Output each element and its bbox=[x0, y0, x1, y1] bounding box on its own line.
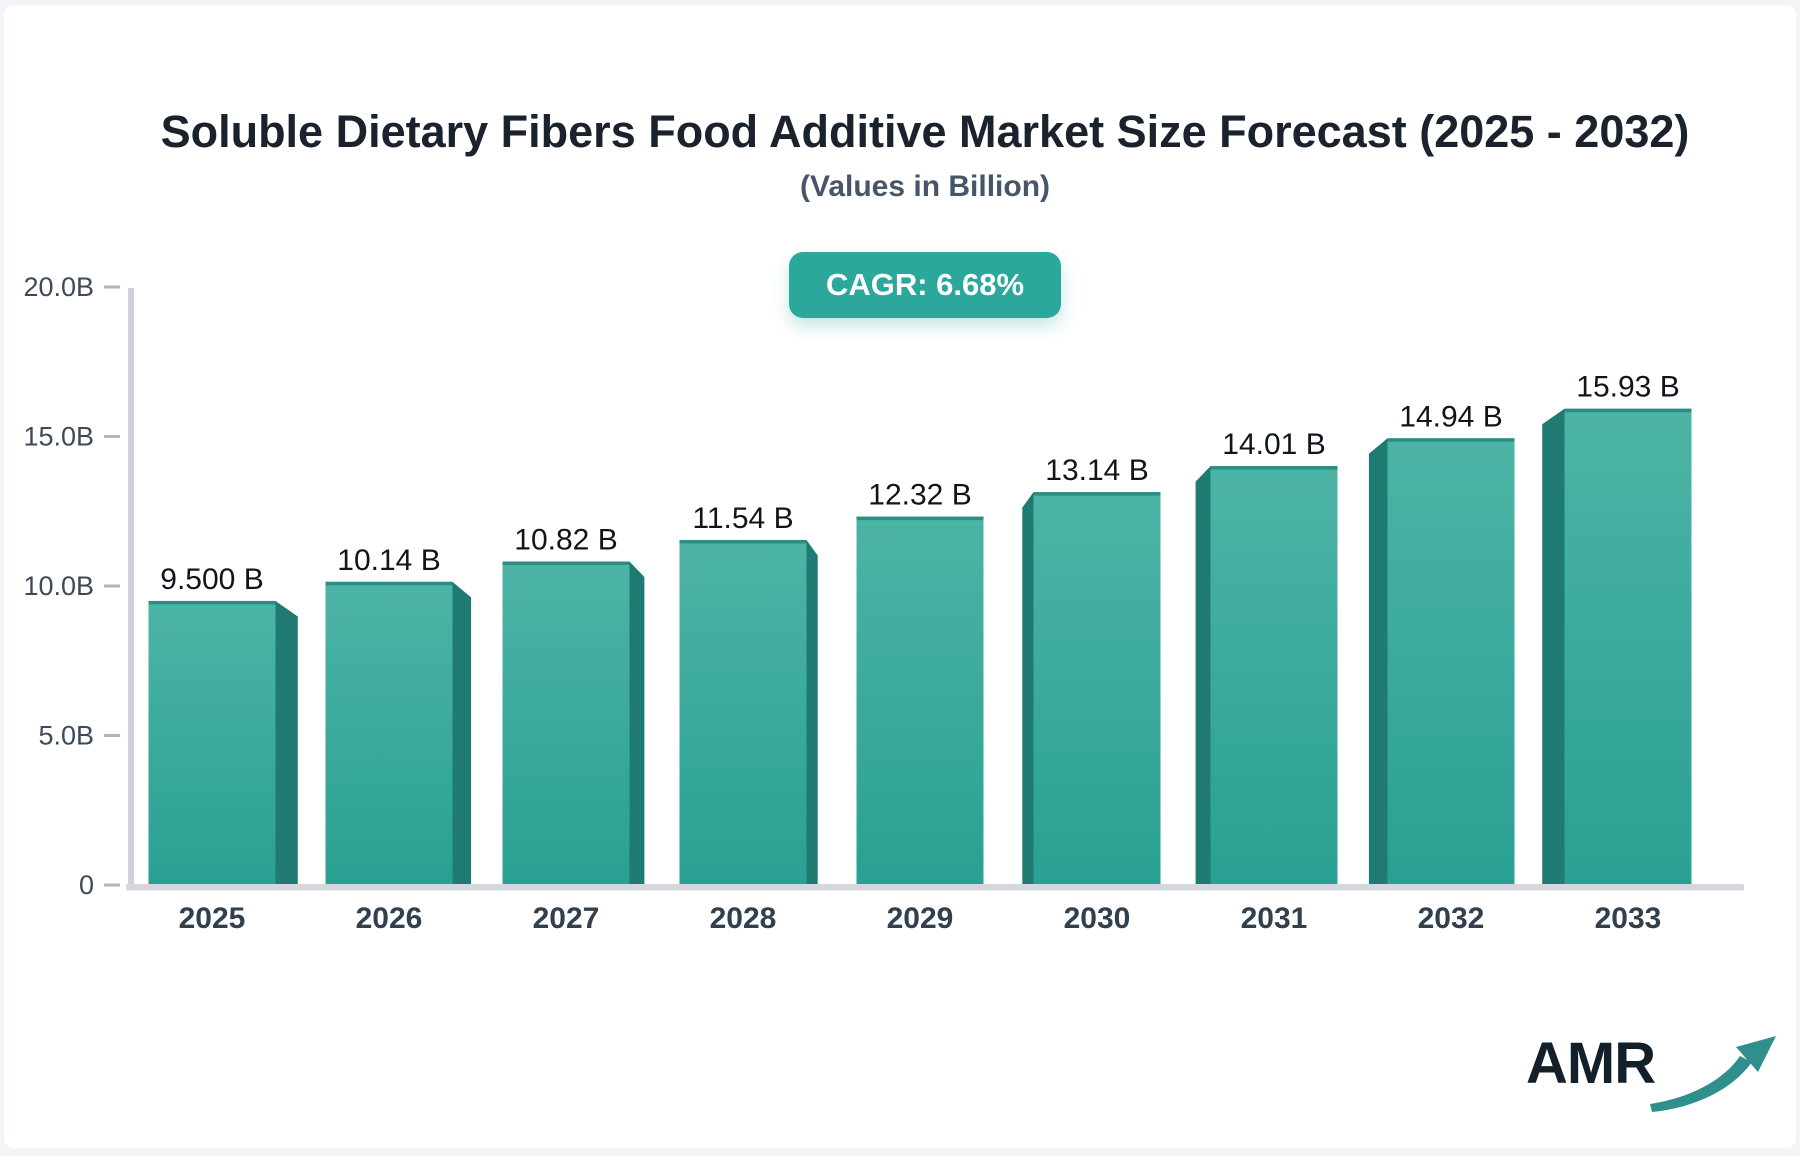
bar-value-label: 10.14 B bbox=[337, 544, 440, 577]
bar-side-face bbox=[1368, 438, 1388, 885]
bar-2032[interactable] bbox=[1368, 438, 1515, 886]
x-axis-label: 2030 bbox=[1064, 902, 1131, 935]
chart-subtitle: (Values in Billion) bbox=[799, 169, 1051, 203]
cagr-badge: CAGR: 6.68% bbox=[788, 251, 1062, 318]
y-axis-label: 0 bbox=[79, 870, 94, 900]
bar-side-face bbox=[806, 539, 818, 885]
bar-top-edge bbox=[1210, 466, 1338, 470]
y-axis-tick bbox=[104, 883, 120, 887]
y-axis-label: 15.0B bbox=[23, 422, 94, 452]
y-axis bbox=[104, 285, 134, 888]
bar-top-edge bbox=[1033, 492, 1161, 496]
x-axis-label: 2029 bbox=[887, 902, 954, 935]
amr-logo-text: AMR bbox=[1526, 1031, 1656, 1096]
x-axis-baseline bbox=[126, 884, 1744, 891]
bar-2033[interactable] bbox=[1542, 408, 1692, 886]
bar-front-face bbox=[1033, 492, 1161, 886]
bar-front-face bbox=[1387, 438, 1515, 886]
trend-arrow-icon bbox=[1650, 1036, 1776, 1112]
bar-value-label: 10.82 B bbox=[514, 523, 617, 556]
y-axis-tick bbox=[104, 734, 120, 737]
bar-value-label: 11.54 B bbox=[692, 502, 793, 535]
y-axis-tick bbox=[104, 435, 120, 438]
y-axis-label: 5.0B bbox=[38, 721, 94, 751]
bar-side-face bbox=[275, 600, 298, 885]
bar-front-face bbox=[856, 516, 984, 886]
y-axis-label: 20.0B bbox=[23, 272, 94, 302]
x-axis-label: 2026 bbox=[356, 902, 423, 935]
bar-top-edge bbox=[856, 516, 984, 521]
amr-logo: AMR bbox=[1526, 1028, 1786, 1118]
bar-side-face bbox=[629, 561, 645, 885]
chart-title: Soluble Dietary Fibers Food Additive Mar… bbox=[160, 106, 1690, 157]
bar-front-face bbox=[1564, 408, 1692, 886]
bar-top-edge bbox=[1564, 408, 1692, 413]
bar-top-edge bbox=[148, 600, 276, 605]
bar-2025[interactable] bbox=[148, 600, 298, 886]
y-axis-label: 10.0B bbox=[23, 571, 94, 601]
y-axis-line bbox=[128, 288, 134, 888]
chart-header: Soluble Dietary Fibers Food Additive Mar… bbox=[50, 0, 1800, 318]
bar-value-label: 12.32 B bbox=[868, 479, 971, 512]
bar-2027[interactable] bbox=[502, 561, 645, 886]
bar-front-face bbox=[325, 581, 453, 886]
bar-top-edge bbox=[1387, 438, 1515, 442]
bars-group bbox=[126, 408, 1744, 891]
x-axis-label: 2028 bbox=[710, 902, 777, 935]
bar-side-face bbox=[1542, 408, 1565, 885]
bar-side-face bbox=[1195, 466, 1211, 885]
bar-front-face bbox=[1210, 466, 1338, 886]
bar-value-label: 14.01 B bbox=[1222, 428, 1325, 461]
bar-top-edge bbox=[502, 561, 630, 565]
x-axis-label: 2032 bbox=[1418, 902, 1485, 935]
bar-side-face bbox=[1022, 492, 1034, 885]
bar-value-label: 14.94 B bbox=[1399, 400, 1502, 433]
bar-2026[interactable] bbox=[325, 581, 472, 886]
bar-value-label: 13.14 B bbox=[1045, 454, 1148, 487]
bar-front-face bbox=[502, 561, 630, 886]
bar-front-face bbox=[148, 600, 276, 886]
bar-side-face bbox=[452, 581, 472, 885]
y-axis-tick bbox=[104, 285, 120, 289]
bar-value-label: 15.93 B bbox=[1576, 371, 1679, 404]
x-axis-label: 2027 bbox=[533, 902, 600, 935]
bar-2031[interactable] bbox=[1195, 466, 1338, 886]
x-axis-label: 2033 bbox=[1595, 902, 1662, 935]
bar-value-label: 9.500 B bbox=[160, 563, 263, 596]
axis-labels-group: 20.0B 15.0B 10.0B 5.0B 0 9.500 B 2025 10.14 B 20… bbox=[23, 272, 1679, 935]
bar-2030[interactable] bbox=[1022, 492, 1161, 886]
bar-top-edge bbox=[679, 539, 807, 544]
bar-2028[interactable] bbox=[679, 539, 818, 886]
x-axis-label: 2025 bbox=[179, 902, 246, 935]
bar-2029[interactable] bbox=[856, 516, 984, 886]
bar-top-edge bbox=[325, 581, 453, 586]
bar-front-face bbox=[679, 539, 807, 886]
y-axis-tick bbox=[104, 584, 120, 588]
x-axis-label: 2031 bbox=[1241, 902, 1308, 935]
